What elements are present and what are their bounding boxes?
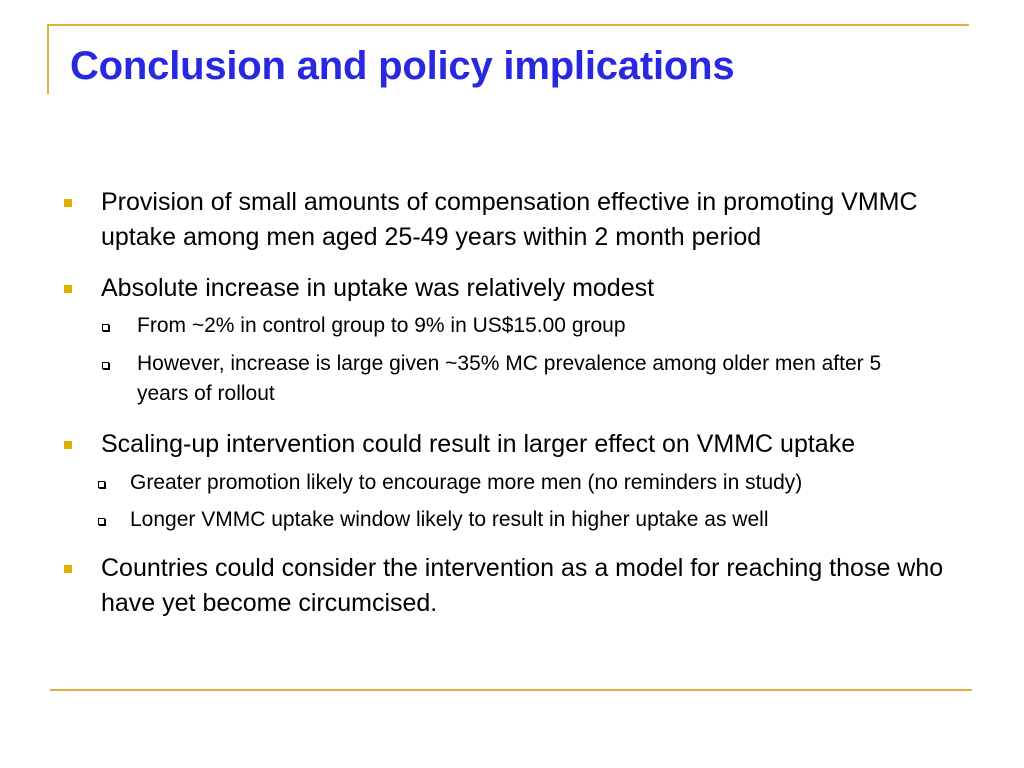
hollow-square-bullet-icon [98,518,105,525]
top-rule [47,24,969,26]
left-rule [47,24,49,94]
sub-bullet-text: However, increase is large given ~35% MC… [137,352,882,405]
square-bullet-icon [64,199,72,207]
bullet-text: Absolute increase in uptake was relative… [101,274,655,302]
sub-bullet-text: Greater promotion likely to encourage mo… [130,471,803,494]
hollow-square-bullet-icon [102,362,109,369]
square-bullet-icon [64,285,72,293]
bottom-rule [50,689,972,691]
square-bullet-icon [64,565,72,573]
slide-title: Conclusion and policy implications [70,44,735,88]
square-bullet-icon [64,441,72,449]
sub-bullet-text: From ~2% in control group to 9% in US$15… [137,314,626,337]
bullet-text: Scaling-up intervention could result in … [101,430,856,458]
hollow-square-bullet-icon [102,324,109,331]
sub-bullet-text: Longer VMMC uptake window likely to resu… [130,508,769,531]
bullet-text: Provision of small amounts of compensati… [101,188,918,251]
bullet-text: Countries could consider the interventio… [101,554,944,617]
hollow-square-bullet-icon [98,481,105,488]
